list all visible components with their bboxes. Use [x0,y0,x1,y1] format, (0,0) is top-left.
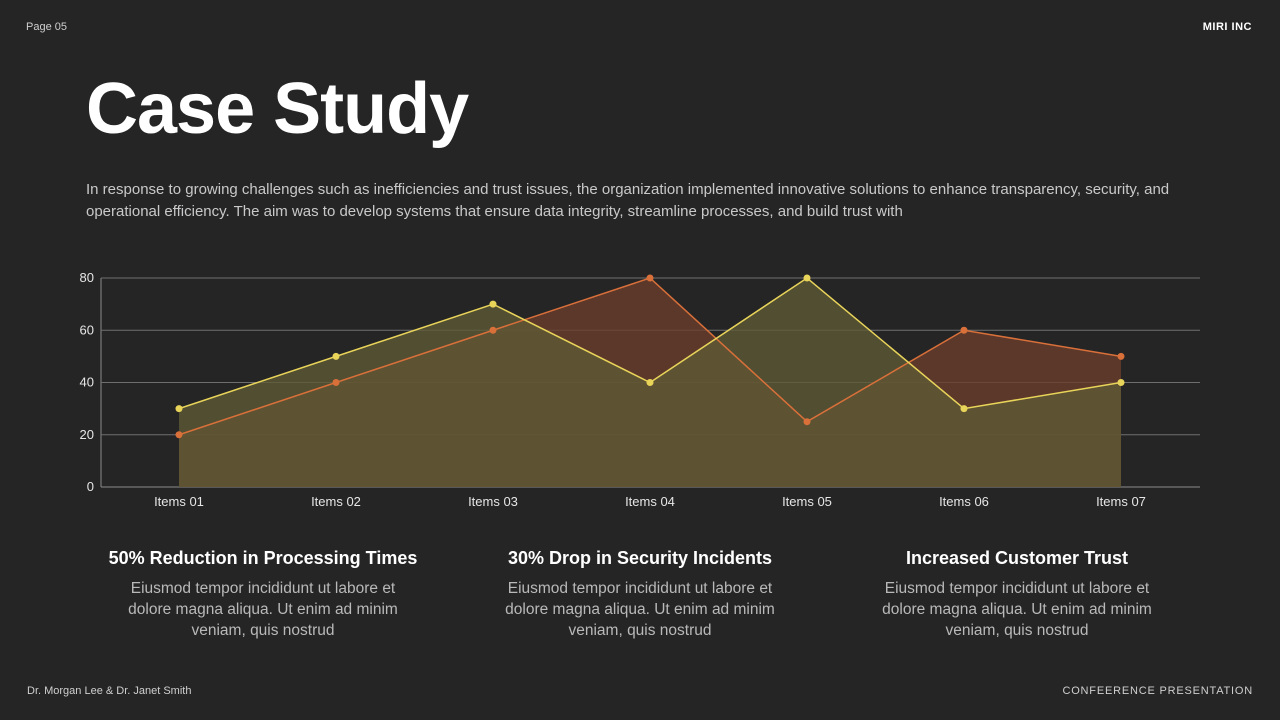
x-tick-label: Items 04 [625,494,675,509]
stat-description: Eiusmod tempor incididunt ut labore et d… [128,580,398,639]
stat-heading: 30% Drop in Security Incidents [507,548,773,568]
y-tick-label: 40 [80,375,94,390]
y-tick-label: 80 [80,270,94,285]
series-1-point [960,326,968,334]
event-label: CONFEERENCE PRESENTATION [1062,685,1253,697]
series-1-point [803,418,811,426]
series-2-point [1117,379,1125,386]
stat-block-1: 50% Reduction in Processing Times Eiusmo… [93,547,433,641]
series-1-point [646,274,654,282]
stat-description: Eiusmod tempor incididunt ut labore et d… [882,580,1152,639]
stat-heading: Increased Customer Trust [905,548,1129,568]
x-tick-label: Items 03 [468,494,518,509]
x-tick-label: Items 02 [311,494,361,509]
stat-block-2: 30% Drop in Security Incidents Eiusmod t… [470,547,810,641]
page-number: Page 05 [26,21,67,33]
x-tick-label: Items 07 [1096,494,1146,509]
intro-paragraph: In response to growing challenges such a… [86,181,1170,220]
series-1-point [1117,352,1125,360]
series-2-point [332,352,340,360]
series-1-point [175,431,183,439]
area-chart: 0 20 40 60 80 Items 01 Items 02 Items 03 Items 0… [80,270,1200,509]
series-2-point [646,379,654,386]
brand-name: MIRI INC [1202,21,1252,33]
series-2-point [960,405,968,413]
y-tick-label: 20 [80,427,94,442]
stat-heading: 50% Reduction in Processing Times [108,548,418,568]
series-2-point [175,405,183,413]
series-2-point [489,300,497,308]
x-tick-label: Items 05 [782,494,832,509]
x-tick-label: Items 06 [939,494,989,509]
stat-block-3: Increased Customer Trust Eiusmod tempor … [847,547,1187,641]
series-2-point [803,274,811,282]
x-tick-label: Items 01 [154,494,204,509]
page-title: Case Study [86,69,469,149]
series-1-point [332,379,340,386]
y-tick-label: 0 [87,479,94,494]
series-1-point [489,326,497,334]
stat-description: Eiusmod tempor incididunt ut labore et d… [505,580,775,639]
authors: Dr. Morgan Lee & Dr. Janet Smith [27,685,192,697]
y-tick-label: 60 [80,322,94,337]
